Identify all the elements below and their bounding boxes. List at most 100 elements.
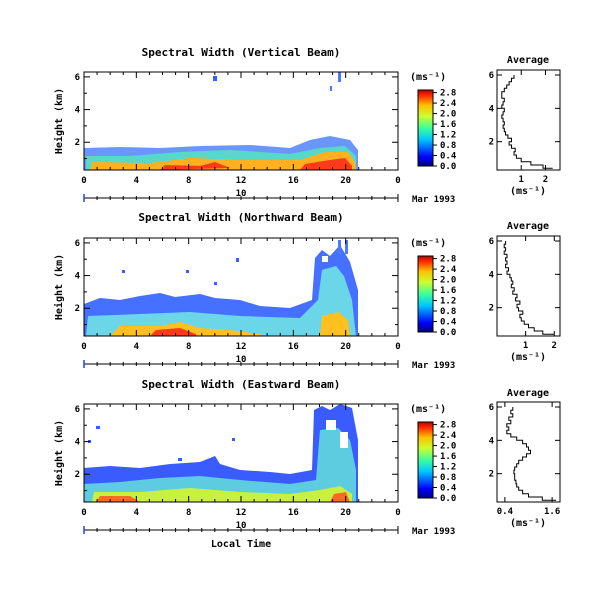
x-tick-label: 12: [236, 342, 247, 352]
colorbar-unit: (ms⁻¹): [410, 238, 446, 249]
profile-x-tick-label: 1: [519, 175, 524, 185]
profile-y-tick-label: 4: [489, 270, 495, 280]
colorbar-unit: (ms⁻¹): [410, 404, 446, 415]
colorbar-tick-label: 2.4: [440, 99, 457, 109]
profile-y-tick-label: 2: [489, 304, 494, 314]
profile-title: Average: [507, 388, 549, 399]
profile-frame: [496, 69, 561, 171]
heatmap-speckle: [338, 72, 341, 82]
x-tick-label: 0: [81, 176, 86, 186]
profile-line: [501, 75, 553, 169]
colorbar: [417, 255, 434, 333]
panel-vertical-beam: Spectral Width (Vertical Beam) Height (k…: [53, 46, 561, 205]
colorbar-tick-label: 0.8: [440, 141, 456, 151]
y-tick-label: 4: [75, 106, 81, 116]
heatmap-area: [84, 240, 358, 336]
y-axis-ticks: 2 4 6: [75, 239, 398, 326]
x-tick-label: 16: [288, 508, 299, 518]
colorbar-tick-label: 2.4: [440, 431, 457, 441]
average-profile: Average 2 4 6 0.4 1.6 (ms⁻¹): [489, 388, 561, 529]
y-axis-label: Height (km): [53, 420, 65, 486]
profile-y-tick-label: 6: [489, 403, 494, 413]
chart-title: Spectral Width (Eastward Beam): [142, 378, 341, 391]
heatmap-speckle: [236, 258, 239, 262]
date-day: 10: [236, 355, 247, 365]
colorbar-tick-label: 2.0: [440, 110, 456, 120]
colorbar-tick-label: 2.4: [440, 265, 457, 275]
profile-x-tick-label: 1.6: [544, 507, 560, 517]
date-bar: 10 Mar 1993: [83, 355, 455, 371]
y-tick-label: 4: [75, 438, 81, 448]
profile-y-tick-label: 2: [489, 138, 494, 148]
x-tick-label: 4: [134, 176, 140, 186]
profile-line: [503, 241, 555, 335]
colorbar-tick-label: 2.8: [440, 89, 456, 99]
heatmap-fill-peak: [150, 328, 196, 336]
x-tick-label: 16: [288, 342, 299, 352]
date-bar: 10 Mar 1993: [83, 521, 455, 537]
x-tick-label: 4: [134, 342, 140, 352]
profile-y-tick-label: 4: [489, 436, 495, 446]
profile-x-tick-label: 2: [543, 175, 548, 185]
colorbar-tick-label: 0.0: [440, 328, 456, 338]
heatmap-speckle: [122, 270, 125, 273]
x-tick-label: 20: [340, 176, 351, 186]
chart-title: Spectral Width (Vertical Beam): [142, 46, 341, 59]
x-tick-label: 12: [236, 508, 247, 518]
profile-y-tick-label: 6: [489, 71, 494, 81]
colorbar-tick-label: 1.6: [440, 286, 456, 296]
heatmap-speckle: [96, 426, 100, 429]
colorbar-tick-label: 0.4: [440, 318, 457, 328]
x-tick-label: 0: [81, 508, 86, 518]
profile-title: Average: [507, 221, 549, 232]
colorbar-tick-label: 0.8: [440, 307, 456, 317]
x-tick-label: 8: [186, 342, 191, 352]
heatmap-speckle: [214, 282, 217, 285]
colorbar-tick-label: 1.2: [440, 297, 456, 307]
y-tick-label: 6: [75, 239, 80, 249]
heatmap-fill-mid: [86, 266, 356, 336]
colorbar-ticks: 0.00.40.81.21.62.02.42.8: [433, 89, 457, 172]
profile-x-tick-label: 1: [523, 341, 528, 351]
x-tick-label: 4: [134, 508, 140, 518]
heatmap-gap: [322, 256, 328, 262]
x-tick-label: 12: [236, 176, 247, 186]
x-tick-label: 8: [186, 508, 191, 518]
colorbar-tick-label: 1.2: [440, 131, 456, 141]
colorbar: [417, 89, 434, 167]
profile-ticks: 2 4 6 0.4 1.6: [489, 402, 560, 517]
x-tick-label: 8: [186, 176, 191, 186]
colorbar-tick-label: 2.0: [440, 276, 456, 286]
profile-title: Average: [507, 55, 549, 66]
heatmap-speckle: [213, 76, 217, 81]
average-profile: Average 2 4 6 1 2 (ms⁻¹): [489, 55, 561, 197]
date-day: 10: [236, 521, 247, 531]
heatmap-speckle: [178, 458, 182, 461]
x-tick-label: 0: [395, 176, 400, 186]
x-tick-label: 0: [81, 342, 86, 352]
heatmap-fill-high: [92, 486, 352, 502]
profile-y-tick-label: 4: [489, 104, 495, 114]
heatmap-gap: [340, 432, 348, 448]
profile-xlabel: (ms⁻¹): [510, 186, 546, 197]
y-tick-label: 6: [75, 405, 80, 415]
date-label: Mar 1993: [412, 527, 455, 537]
heatmap-speckle: [232, 438, 235, 441]
colorbar-tick-label: 0.4: [440, 484, 457, 494]
x-axis-ticks: 0 4 8 12 16 20 0: [81, 72, 401, 200]
x-axis-label: Local Time: [211, 538, 271, 550]
profile-frame: [496, 235, 561, 337]
heatmap-speckle: [186, 270, 189, 273]
colorbar-tick-label: 0.0: [440, 494, 456, 504]
profile-line: [506, 407, 557, 501]
profile-xlabel: (ms⁻¹): [510, 352, 546, 363]
average-profile: Average 2 4 6 1 2 (ms⁻¹): [489, 221, 561, 363]
profile-x-tick-label: 0.4: [497, 507, 514, 517]
x-tick-label: 16: [288, 176, 299, 186]
colorbar-tick-label: 0.4: [440, 152, 457, 162]
y-tick-label: 6: [75, 73, 80, 83]
heatmap-fill-peak: [160, 158, 352, 170]
colorbar-tick-label: 0.0: [440, 162, 456, 172]
y-axis-label: Height (km): [53, 254, 65, 320]
heatmap-fill-mid: [84, 428, 356, 502]
